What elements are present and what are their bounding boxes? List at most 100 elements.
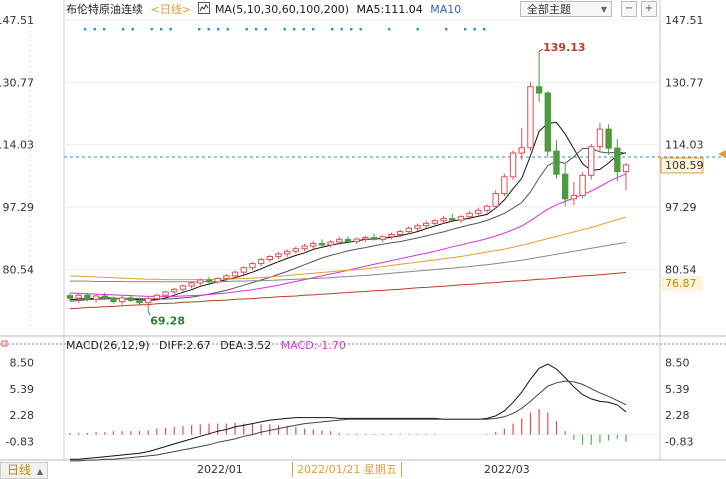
low-level-label-box [661, 276, 703, 292]
candle-body [492, 193, 499, 207]
low-level-label: 76.87 [665, 277, 697, 290]
low-annotation: 69.28 [150, 314, 185, 327]
high-annotation: 139.13 [543, 41, 585, 54]
candle-body [570, 194, 578, 200]
macd-tick-right: 8.50 [665, 356, 690, 369]
chevron-down-icon: ▼ [600, 5, 607, 14]
candle-body [283, 250, 291, 255]
candle-body [66, 295, 74, 299]
candle-body [301, 245, 308, 250]
ma-indicator-icon[interactable] [198, 2, 211, 14]
event-marker [122, 28, 125, 31]
event-marker [473, 28, 476, 31]
period-button[interactable]: 日线 ▲ [0, 462, 48, 479]
macd-tick-left: -0.83 [6, 436, 34, 449]
event-marker [131, 28, 134, 31]
chevron-up-icon: ▲ [36, 467, 43, 476]
candle-body [162, 291, 169, 296]
candle-body [440, 218, 447, 222]
candle-body [110, 297, 117, 303]
candle-body [136, 299, 143, 304]
macd-dea-line [70, 380, 627, 462]
event-marker [331, 28, 334, 31]
macd-pane-marker-icon [1, 340, 8, 347]
candle-body [223, 275, 230, 279]
candle-body [605, 128, 612, 149]
price-tick-right: 130.77 [665, 76, 704, 89]
candle-body [292, 248, 300, 252]
candle-body [614, 147, 621, 173]
high-pointer [538, 48, 544, 52]
event-marker [340, 28, 343, 31]
low-pointer [147, 311, 151, 316]
candle-body [171, 288, 178, 293]
candle-body [483, 205, 491, 211]
candle-body [197, 279, 204, 284]
event-marker [207, 28, 210, 31]
macd-diff-line [70, 363, 627, 460]
event-marker [245, 28, 248, 31]
candle-body [127, 297, 135, 301]
event-marker [445, 28, 448, 31]
candle-body [379, 236, 386, 240]
candle-body [535, 86, 543, 94]
event-marker [350, 28, 353, 31]
event-marker [293, 28, 296, 31]
event-marker [416, 28, 419, 31]
crosshair-date-label: 2022/01/21 星期五 [292, 462, 402, 477]
macd-tick-left: 8.50 [10, 356, 35, 369]
zoom-out-button[interactable]: − [621, 1, 637, 17]
current-price-label-box [660, 157, 704, 174]
period-tag[interactable]: <日线> [150, 3, 191, 16]
candle-body [101, 295, 108, 299]
candle-body [275, 253, 282, 258]
event-marker [464, 28, 467, 31]
x-axis-label-jan: 2022/01 [197, 463, 243, 476]
ma-line-ma200 [69, 272, 627, 310]
theme-select[interactable]: 全部主题 ▼ [520, 1, 612, 17]
candle-body [344, 238, 352, 243]
zoom-in-button[interactable]: + [641, 1, 657, 17]
chart-header: 布伦特原油连续 <日线> MA(5,10,30,60,100,200) MA5:… [66, 2, 465, 18]
ma-line-ma60 [69, 216, 627, 281]
candle-body [431, 220, 439, 224]
candle-body [118, 297, 126, 303]
candle-body [310, 242, 317, 247]
macd-tick-left: 5.39 [10, 383, 35, 396]
candle-body [388, 234, 395, 238]
price-tick-right: 97.29 [665, 201, 697, 214]
candle-body [318, 242, 326, 246]
macd-tick-left: 2.28 [10, 409, 35, 422]
candle-body [75, 294, 82, 299]
macd-tick-right: -0.83 [665, 436, 693, 449]
macd-tick-right: 5.39 [665, 383, 690, 396]
theme-select-label: 全部主题 [527, 3, 571, 16]
event-marker [483, 28, 486, 31]
candle-body [362, 237, 369, 240]
event-marker [93, 28, 96, 31]
candle-body [257, 258, 265, 265]
candle-body [422, 222, 430, 227]
price-tick-right: 80.54 [665, 263, 697, 276]
price-tick-left: 80.54 [3, 263, 35, 276]
price-tick-left: 97.29 [3, 201, 35, 214]
event-marker [150, 28, 153, 31]
candle-body [266, 256, 274, 260]
macd-diff: DIFF:2.67 [159, 339, 211, 352]
price-tick-right: 114.03 [665, 139, 704, 152]
candle-body [353, 238, 360, 243]
candle-body [527, 86, 534, 149]
event-marker [169, 28, 172, 31]
price-arrow-icon [718, 149, 726, 158]
candle-body [475, 209, 482, 214]
candle-body [240, 267, 247, 273]
candle-body [588, 146, 595, 176]
x-axis-label-mar: 2022/03 [484, 463, 530, 476]
instrument-title: 布伦特原油连续 [66, 3, 143, 16]
period-button-label: 日线 [7, 463, 32, 477]
candle-body [579, 174, 586, 196]
candle-body [153, 294, 161, 300]
ma-line-ma5 [69, 121, 627, 302]
macd-tick-right: 2.28 [665, 409, 690, 422]
